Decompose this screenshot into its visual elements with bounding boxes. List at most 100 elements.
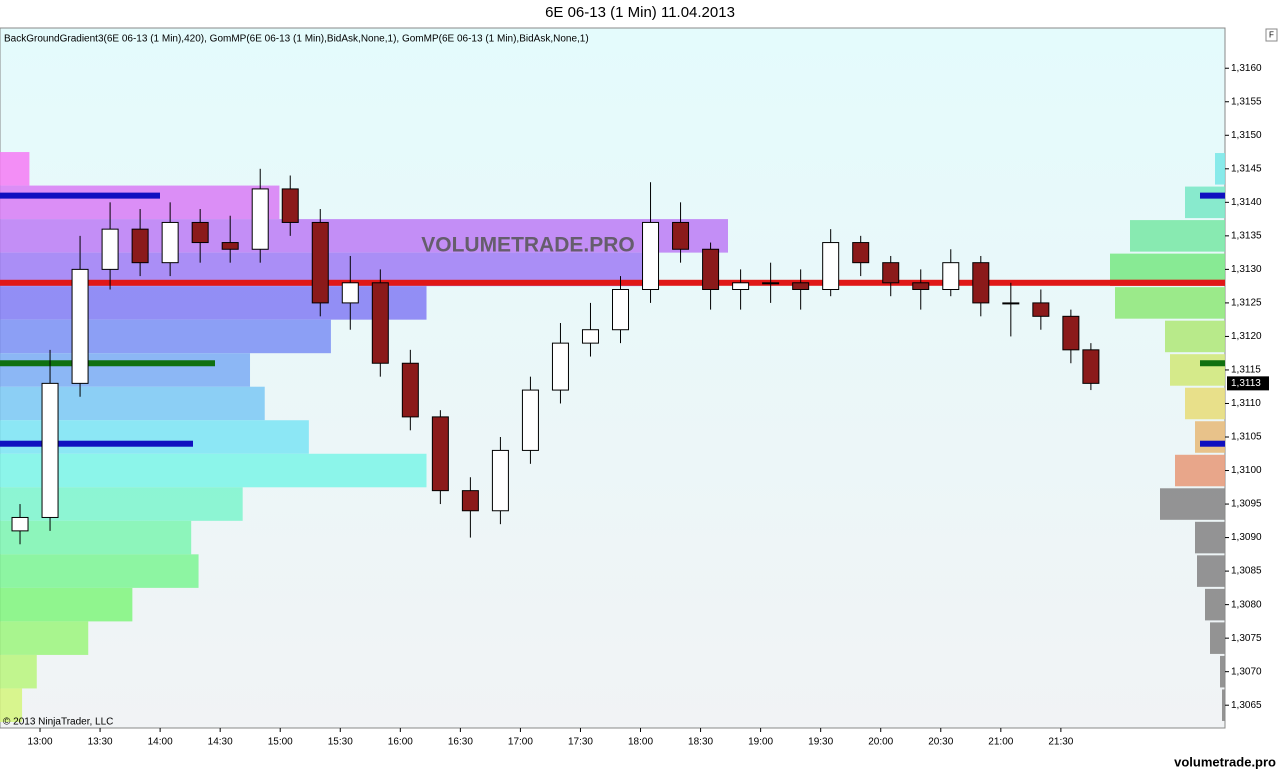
right-profile-bar xyxy=(1215,153,1225,185)
x-tick-label: 13:00 xyxy=(28,737,53,748)
candle-body xyxy=(912,282,930,290)
candle-body xyxy=(311,221,329,304)
indicator-list: BackGroundGradient3(6E 06-13 (1 Min),420… xyxy=(4,34,589,45)
footer: volumetrade.pro xyxy=(1174,754,1276,769)
candle-body xyxy=(341,282,359,304)
left-profile-bar xyxy=(0,319,331,354)
y-tick-label: 1,3140 xyxy=(1231,197,1262,208)
left-profile-bar xyxy=(0,587,133,622)
x-tick-label: 14:00 xyxy=(148,737,173,748)
y-tick-label: 1,3155 xyxy=(1231,96,1262,107)
x-tick-label: 16:00 xyxy=(388,737,413,748)
candle-body xyxy=(551,342,569,391)
last-price-label: 1,3113 xyxy=(1231,378,1261,389)
y-tick-label: 1,3120 xyxy=(1231,331,1262,342)
x-tick-label: 17:00 xyxy=(508,737,533,748)
candle-body xyxy=(852,242,870,264)
right-profile-bar xyxy=(1165,320,1225,353)
candle-body xyxy=(882,262,900,284)
candle-body xyxy=(642,221,660,290)
right-profile-bar xyxy=(1195,521,1225,554)
x-tick-label: 20:00 xyxy=(868,737,893,748)
left-profile-bar xyxy=(0,219,728,253)
candle-body xyxy=(131,228,149,264)
y-tick-label: 1,3145 xyxy=(1231,163,1262,174)
candle-body xyxy=(71,268,89,384)
x-tick-label: 20:30 xyxy=(928,737,953,748)
panel-button-label[interactable]: F xyxy=(1269,31,1274,40)
right-profile-bar xyxy=(1210,622,1225,654)
level-line-right xyxy=(1200,440,1225,447)
left-profile-bar xyxy=(0,487,243,521)
candle-body xyxy=(1062,315,1080,351)
candle-body xyxy=(401,362,419,418)
level-line xyxy=(0,279,1225,286)
y-tick-label: 1,3065 xyxy=(1231,700,1262,711)
y-tick-label: 1,3115 xyxy=(1231,365,1261,376)
candle-body xyxy=(251,188,269,250)
candle-body xyxy=(281,188,299,223)
candle-body xyxy=(792,282,810,290)
y-tick-label: 1,3160 xyxy=(1231,63,1262,74)
x-tick-label: 13:30 xyxy=(88,737,113,748)
candle-body xyxy=(161,221,179,264)
right-profile-bar xyxy=(1175,454,1225,487)
y-tick-label: 1,3075 xyxy=(1231,633,1262,644)
x-tick-label: 14:30 xyxy=(208,737,233,748)
left-profile-bar xyxy=(0,353,251,387)
y-tick-label: 1,3150 xyxy=(1231,130,1262,141)
left-profile-bar xyxy=(0,386,265,421)
candle-body xyxy=(461,490,479,512)
candle-body xyxy=(702,248,720,290)
right-profile-bar xyxy=(1130,220,1225,252)
left-profile-bar xyxy=(0,654,37,689)
y-tick-label: 1,3080 xyxy=(1231,599,1262,610)
x-tick-label: 15:30 xyxy=(328,737,353,748)
y-tick-label: 1,3090 xyxy=(1231,532,1262,543)
right-profile-bar xyxy=(1205,588,1225,621)
right-profile-bar xyxy=(1197,555,1225,587)
left-profile-bar xyxy=(0,520,192,555)
x-tick-label: 21:30 xyxy=(1048,737,1073,748)
y-tick-label: 1,3105 xyxy=(1231,432,1262,443)
candle-body xyxy=(1032,302,1050,317)
left-profile-bar xyxy=(0,621,89,655)
candle-body xyxy=(491,449,509,512)
copyright: © 2013 NinjaTrader, LLC xyxy=(3,717,113,728)
last-price-box xyxy=(1227,376,1269,391)
candle-body xyxy=(11,516,29,532)
candle-body xyxy=(612,288,630,331)
right-profile-bar xyxy=(1220,655,1225,688)
chart-title: 6E 06-13 (1 Min) 11.04.2013 xyxy=(545,4,735,21)
candle-body xyxy=(41,382,59,518)
candle-body xyxy=(521,389,539,451)
candle-body xyxy=(101,228,119,270)
left-profile-bar xyxy=(0,152,30,186)
x-tick-label: 19:30 xyxy=(808,737,833,748)
y-tick-label: 1,3095 xyxy=(1231,499,1262,510)
panel-button[interactable] xyxy=(1265,28,1278,42)
left-profile-bar xyxy=(0,554,199,588)
candle-body xyxy=(942,262,960,290)
candle-body xyxy=(191,221,209,244)
candle-body xyxy=(972,262,990,304)
right-profile-bar xyxy=(1160,488,1225,520)
level-line-right xyxy=(1110,279,1225,286)
candle-body xyxy=(762,282,780,285)
right-profile-bar xyxy=(1185,186,1225,219)
x-tick-label: 18:30 xyxy=(688,737,713,748)
y-tick-label: 1,3110 xyxy=(1231,398,1261,409)
right-profile-bar xyxy=(1170,354,1225,386)
y-tick-label: 1,3070 xyxy=(1231,666,1262,677)
right-profile-bar xyxy=(1115,287,1225,319)
candle-body xyxy=(431,416,449,492)
watermark: VOLUMETRADE.PRO xyxy=(421,234,635,257)
y-tick-label: 1,3100 xyxy=(1231,465,1262,476)
right-profile-bar xyxy=(1185,387,1225,420)
x-tick-label: 15:00 xyxy=(268,737,293,748)
candle-body xyxy=(822,242,840,290)
y-tick-label: 1,3125 xyxy=(1231,298,1262,309)
y-tick-label: 1,3135 xyxy=(1231,230,1262,241)
left-profile-bar xyxy=(0,453,427,488)
right-profile-bar xyxy=(1222,689,1225,721)
